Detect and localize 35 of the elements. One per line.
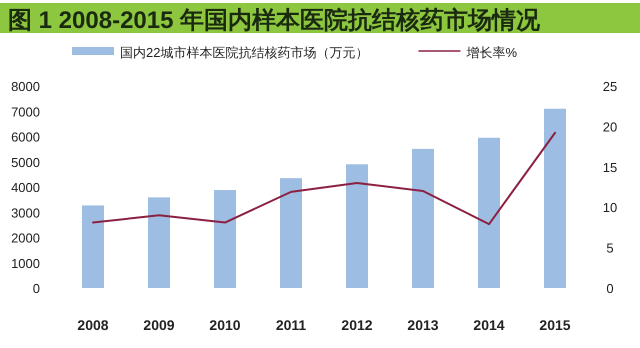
bar: [544, 108, 566, 288]
x-tick-label: 2010: [209, 317, 241, 333]
y-tick-label: 8000: [11, 79, 40, 94]
y2-tick-label: 25: [602, 79, 618, 94]
x-tick-label: 2013: [407, 317, 439, 333]
bar: [346, 164, 368, 288]
x-tick-label: 2014: [473, 317, 505, 333]
y-tick-label: 2000: [11, 230, 40, 246]
x-tick-label: 2008: [77, 317, 109, 333]
y-tick-label: 5000: [11, 154, 40, 170]
legend-label: 国内22城市样本医院抗结核药市场（万元）: [120, 45, 368, 60]
bar: [82, 205, 104, 288]
y2-tick-label: 10: [602, 200, 618, 216]
y-tick-label: 6000: [11, 130, 40, 144]
x-tick-label: 2011: [276, 317, 306, 333]
y-tick-label: 1000: [11, 256, 40, 271]
bar: [280, 178, 302, 288]
x-tick-label: 2015: [539, 317, 571, 333]
y2-tick-label: 0: [606, 281, 614, 296]
chart-title: 图 1 2008-2015 年国内样本医院抗结核药市场情况: [8, 7, 542, 34]
y-tick-label: 4000: [11, 180, 40, 195]
bar: [214, 190, 236, 288]
y-tick-label: 3000: [11, 205, 40, 220]
x-tick-label: 2009: [143, 317, 175, 333]
bar: [478, 138, 500, 288]
bar: [148, 197, 170, 288]
legend-label: 增长率%: [465, 45, 518, 60]
y-tick-label: 0: [32, 281, 40, 296]
y2-tick-label: 15: [602, 160, 618, 175]
x-tick-label: 2012: [341, 317, 373, 333]
bar: [412, 148, 434, 288]
y2-tick-label: 5: [606, 240, 614, 256]
line-series: [92, 132, 556, 226]
y-tick-label: 7000: [11, 104, 40, 120]
y2-tick-label: 20: [602, 119, 618, 134]
